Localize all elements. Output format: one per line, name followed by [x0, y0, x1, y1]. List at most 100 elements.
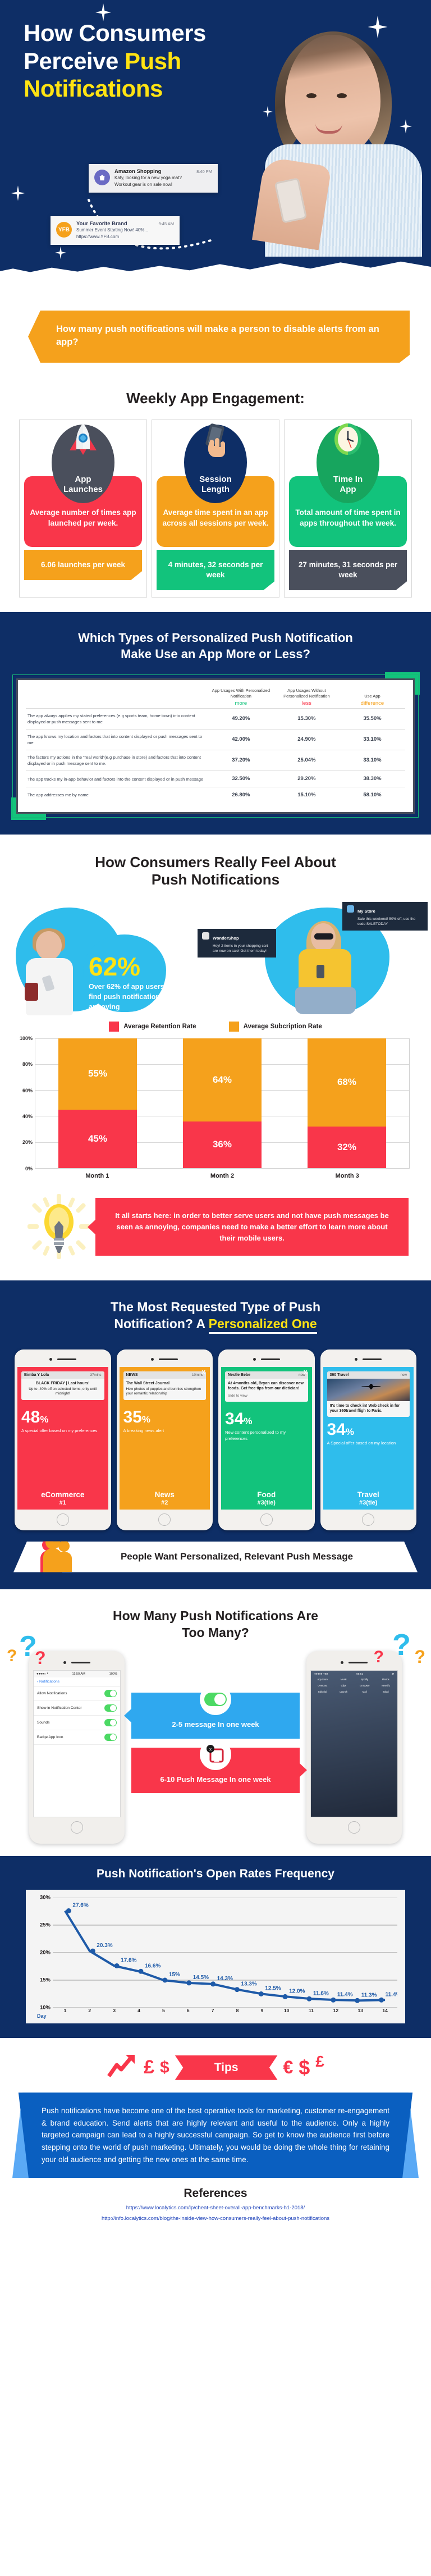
- x-tick: 7: [211, 2008, 214, 2014]
- x-tick: Month 3: [335, 1172, 359, 1179]
- app-icon-editorial[interactable]: Editorial: [313, 1690, 332, 1693]
- question-banner-section: How many push notifications will make a …: [0, 295, 431, 374]
- settings-row[interactable]: Badge App Icon: [34, 1730, 120, 1745]
- camera-icon: [253, 1358, 256, 1361]
- feel-notification-mystore[interactable]: My Store Sale this weekend! 50% off, use…: [342, 901, 428, 931]
- card-title: App Launches: [63, 475, 103, 494]
- svg-text:12.5%: 12.5%: [265, 1986, 281, 1992]
- home-button[interactable]: [17, 1510, 108, 1527]
- app-icon-safari[interactable]: Safari: [377, 1690, 396, 1693]
- notification-card[interactable]: NEWS 10mins The Wall Street Journal How …: [123, 1371, 206, 1400]
- app-icon-mail[interactable]: Mail: [355, 1690, 374, 1693]
- app-icon-clips[interactable]: Clips: [334, 1684, 354, 1687]
- question-mark-icon: ?: [392, 1627, 411, 1662]
- phone-card-food[interactable]: X Nestle Bebe now At 4months old, Bryan …: [218, 1349, 315, 1530]
- tips-body-text: Push notifications have become one of th…: [18, 2092, 413, 2178]
- carrier-label: ●●●●○ ᵜ: [36, 1672, 48, 1676]
- svg-text:14.5%: 14.5%: [193, 1975, 209, 1981]
- clock-label: 11:50 AM: [72, 1672, 85, 1676]
- phone-cards: Bimba Y Lola 37mins BLACK FRIDAY | Last …: [0, 1344, 431, 1533]
- card-description: Average time spent in an app across all …: [157, 476, 274, 547]
- app-icon-spotify[interactable]: Spotify: [355, 1677, 374, 1681]
- app-icon-app-store[interactable]: App Store: [313, 1677, 332, 1681]
- phone-springboard[interactable]: ●●●●● TIM 05:51 ▰ App Store Music Spotif…: [306, 1651, 402, 1844]
- consumer-feelings-section: How Consumers Really Feel About Push Not…: [0, 834, 431, 1280]
- phone-card-ecommerce[interactable]: Bimba Y Lola 37mins BLACK FRIDAY | Last …: [15, 1349, 111, 1530]
- home-button[interactable]: [323, 1510, 414, 1527]
- notification-body: WonderShop Hey! 2 items in your shopping…: [213, 932, 272, 954]
- stat-caption: A special offer based on my preferences: [21, 1428, 98, 1433]
- settings-row[interactable]: Sounds: [34, 1716, 120, 1731]
- notification-time: 37mins: [90, 1373, 102, 1377]
- col-keyword-more: more: [235, 700, 247, 706]
- app-icon-launch[interactable]: Launch: [334, 1690, 354, 1693]
- brand-avatar: YFB: [56, 222, 72, 238]
- stat-caption: A Special offer based on my location: [327, 1440, 396, 1446]
- category-label: eCommerce: [41, 1490, 85, 1499]
- toggle-on-icon[interactable]: [104, 1690, 117, 1698]
- section-heading: Weekly App Engagement:: [126, 389, 305, 407]
- app-icon-groupme[interactable]: GroupMe: [355, 1684, 374, 1687]
- phone-speaker-row: [221, 1356, 312, 1363]
- notification-sub: How photos of puppies and bunnies streng…: [126, 1387, 201, 1396]
- reference-link[interactable]: http://info.localytics.com/blog/the-insi…: [101, 2215, 330, 2222]
- hero-notification-card-2[interactable]: YFB Your Favorite Brand 9:45 AM Summer E…: [51, 216, 180, 245]
- settings-row[interactable]: Allow Notifications: [34, 1686, 120, 1702]
- app-label: Safari: [382, 1690, 389, 1694]
- status-bar: ●●●●● TIM 05:51 ▰: [313, 1673, 395, 1677]
- app-icon-newsify[interactable]: Newsify: [377, 1684, 396, 1687]
- x-tick: 9: [260, 2008, 264, 2014]
- app-icon-photos[interactable]: Photos: [377, 1677, 396, 1681]
- y-tick: 10%: [39, 2004, 51, 2011]
- notification-card[interactable]: 360 Travel now It's time to check in! We…: [327, 1371, 410, 1417]
- speaker-icon: [260, 1358, 280, 1361]
- home-button[interactable]: [33, 1817, 121, 1835]
- notification-card[interactable]: Nestle Bebe now At 4months old, Bryan ca…: [225, 1371, 308, 1402]
- legend-swatch: [109, 1021, 120, 1032]
- sunglasses-icon: [314, 933, 333, 940]
- speaker-icon: [159, 1358, 178, 1361]
- rank-label: #3(tie): [257, 1499, 276, 1506]
- app-icon-music[interactable]: Music: [334, 1677, 354, 1681]
- app-label: Photos: [382, 1678, 389, 1681]
- home-button[interactable]: [120, 1510, 210, 1527]
- table-row: The app addresses me by name 26.80% 15.1…: [26, 787, 405, 803]
- x-tick: 14: [382, 2008, 388, 2014]
- dollar-symbol: $: [299, 2055, 310, 2079]
- toggle-on-icon[interactable]: [104, 1719, 117, 1727]
- bar-group-month-2: 64% 36%: [183, 1038, 262, 1168]
- app-label: GroupMe: [360, 1684, 370, 1688]
- notification-card[interactable]: Bimba Y Lola 37mins BLACK FRIDAY | Last …: [21, 1371, 104, 1400]
- app-label: Clips: [341, 1684, 346, 1688]
- svg-text:x: x: [209, 1747, 212, 1752]
- close-icon[interactable]: X: [303, 1369, 308, 1376]
- home-button[interactable]: [310, 1817, 398, 1835]
- home-button[interactable]: [221, 1510, 312, 1527]
- phone-footer: Food #3(tie): [221, 1485, 312, 1510]
- bar-segment-retention: 36%: [183, 1121, 262, 1168]
- hero-photo: [252, 31, 431, 257]
- feel-notification-wondershop[interactable]: WonderShop Hey! 2 items in your shopping…: [198, 928, 276, 958]
- close-icon[interactable]: X: [201, 1369, 205, 1376]
- col-header-with-personalization: App Usages With Personalized Notificatio…: [208, 686, 274, 708]
- hero-notification-card-1[interactable]: Amazon Shopping 8:40 PM Katy, looking fo…: [89, 164, 218, 193]
- legend-item-subscription: Average Subcription Rate: [228, 1021, 322, 1032]
- notification-text: Hey! 2 items in your shopping cart are n…: [213, 943, 268, 954]
- settings-row[interactable]: Show in Notification Center: [34, 1701, 120, 1716]
- phone-settings[interactable]: ●●●●○ ᵜ 11:50 AM 100% ‹ Notifications Al…: [29, 1651, 125, 1844]
- back-button[interactable]: ‹ Notifications: [34, 1677, 120, 1687]
- blob-session-length: Session Length: [184, 423, 247, 503]
- how-many-section: ? ? ? ? ? ? How Many Push Notifications …: [0, 1589, 431, 1857]
- phone-card-news[interactable]: X NEWS 10mins The Wall Street Journal Ho…: [116, 1349, 213, 1530]
- y-tick: 20%: [39, 1949, 51, 1956]
- reference-link[interactable]: https://www.localytics.com/lp/cheat-shee…: [126, 2205, 305, 2212]
- svg-text:20.3%: 20.3%: [97, 1943, 112, 1949]
- eye-right: [337, 93, 347, 98]
- stat-percent: 34%: [225, 1410, 253, 1429]
- toggle-on-icon[interactable]: [104, 1704, 117, 1712]
- toggle-on-icon[interactable]: [104, 1734, 117, 1741]
- app-icon-overcast[interactable]: Overcast: [313, 1684, 332, 1687]
- speaker-icon: [363, 1358, 382, 1361]
- table-header-row: App Usages With Personalized Notificatio…: [26, 686, 405, 708]
- phone-card-travel[interactable]: 360 Travel now It's time to check in! We…: [320, 1349, 416, 1530]
